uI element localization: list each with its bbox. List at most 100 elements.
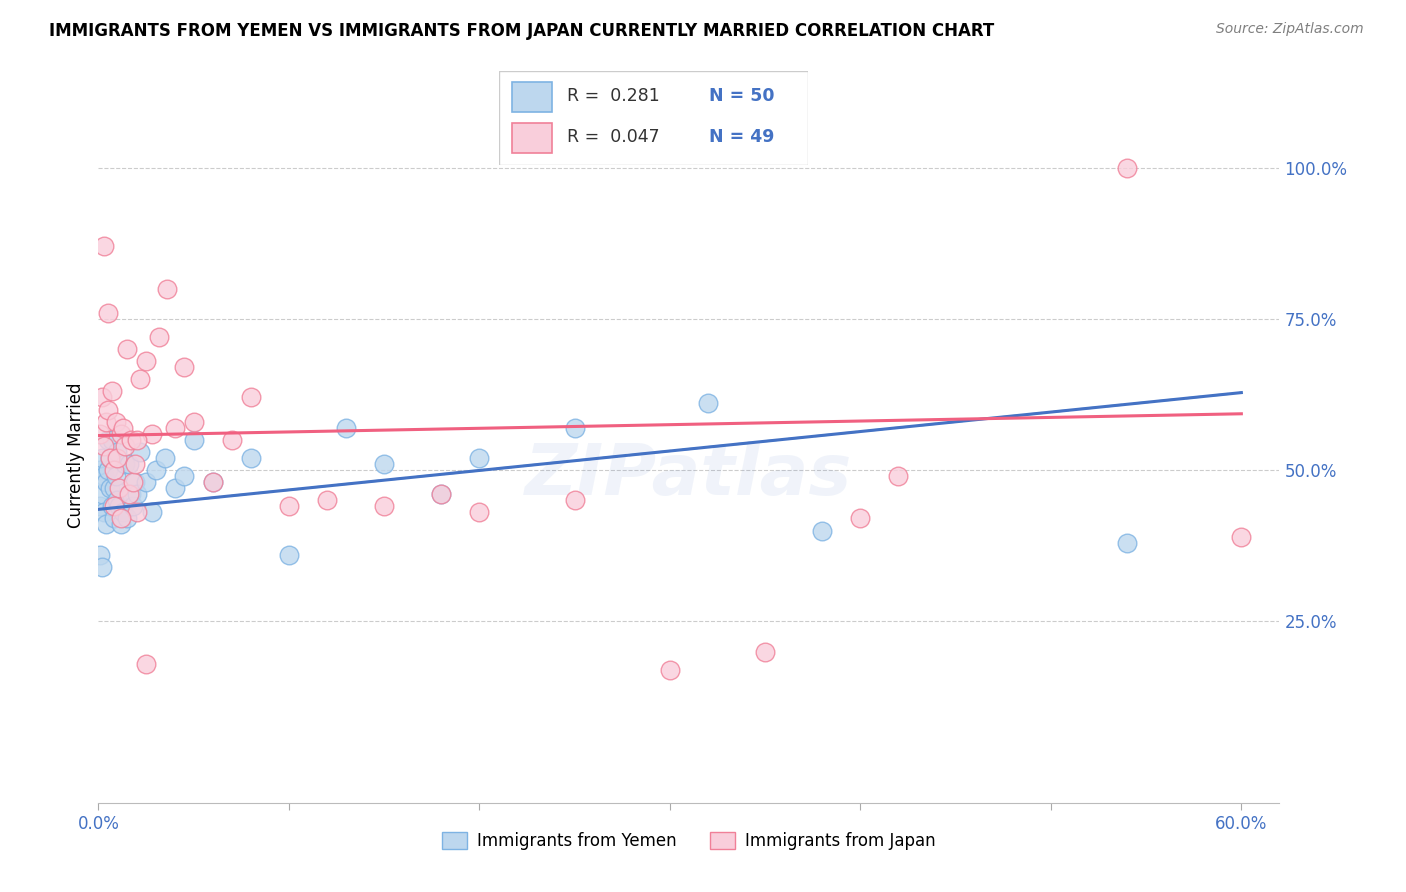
Point: [163, 420, 186, 434]
Point: [121, 475, 143, 490]
Point: [103, 481, 125, 495]
Point: [201, 475, 224, 490]
Point: [849, 511, 872, 525]
Point: [94, 475, 117, 490]
Point: [108, 481, 131, 495]
Point: [1116, 535, 1139, 549]
Point: [148, 330, 170, 344]
Point: [277, 548, 299, 562]
Text: N = 49: N = 49: [710, 128, 775, 146]
Point: [373, 457, 395, 471]
Point: [125, 433, 148, 447]
Point: [100, 384, 122, 399]
Point: [468, 450, 491, 465]
Point: [114, 439, 136, 453]
Legend: Immigrants from Yemen, Immigrants from Japan: Immigrants from Yemen, Immigrants from J…: [436, 826, 942, 857]
Point: [107, 450, 129, 465]
Point: [100, 433, 122, 447]
Point: [107, 493, 129, 508]
Point: [103, 500, 125, 514]
Point: [124, 475, 146, 490]
Text: IMMIGRANTS FROM YEMEN VS IMMIGRANTS FROM JAPAN CURRENTLY MARRIED CORRELATION CHA: IMMIGRANTS FROM YEMEN VS IMMIGRANTS FROM…: [49, 22, 994, 40]
Point: [887, 469, 910, 483]
Point: [89, 548, 111, 562]
Text: R =  0.281: R = 0.281: [567, 87, 659, 104]
Point: [112, 505, 135, 519]
Point: [97, 306, 120, 320]
Point: [430, 487, 453, 501]
Point: [754, 644, 776, 658]
Point: [201, 475, 224, 490]
Point: [129, 372, 152, 386]
Point: [97, 433, 120, 447]
Point: [1116, 161, 1139, 175]
Point: [112, 420, 135, 434]
Point: [125, 505, 148, 519]
Point: [135, 354, 157, 368]
Point: [135, 475, 157, 490]
Point: [373, 500, 395, 514]
Point: [121, 500, 143, 514]
Point: [118, 487, 141, 501]
Point: [91, 450, 114, 465]
Y-axis label: Currently Married: Currently Married: [66, 382, 84, 528]
Point: [98, 450, 121, 465]
Point: [89, 500, 111, 514]
Point: [239, 450, 262, 465]
Point: [97, 402, 120, 417]
FancyBboxPatch shape: [512, 123, 551, 153]
Text: ZIPatlas: ZIPatlas: [526, 442, 852, 510]
Point: [163, 481, 186, 495]
Point: [93, 439, 115, 453]
Point: [98, 481, 121, 495]
Point: [108, 500, 131, 514]
Point: [89, 426, 111, 441]
Point: [100, 500, 122, 514]
Point: [120, 487, 142, 501]
Point: [114, 457, 136, 471]
Point: [124, 457, 146, 471]
Point: [153, 450, 176, 465]
Point: [173, 360, 195, 375]
Point: [697, 396, 720, 410]
Point: [103, 511, 125, 525]
Point: [104, 415, 127, 429]
Point: [110, 426, 132, 441]
Point: [564, 420, 586, 434]
FancyBboxPatch shape: [512, 82, 551, 112]
Point: [1230, 530, 1253, 544]
Point: [110, 517, 132, 532]
Point: [156, 281, 179, 295]
Point: [110, 511, 132, 525]
Point: [564, 493, 586, 508]
Point: [125, 487, 148, 501]
Point: [115, 342, 138, 356]
Point: [91, 487, 114, 501]
Text: R =  0.047: R = 0.047: [567, 128, 659, 146]
Point: [120, 433, 142, 447]
Point: [103, 463, 125, 477]
Point: [107, 445, 129, 459]
Point: [141, 505, 163, 519]
Point: [239, 391, 262, 405]
Point: [135, 657, 157, 671]
Point: [94, 415, 117, 429]
Point: [93, 505, 115, 519]
Point: [145, 463, 167, 477]
Point: [91, 559, 114, 574]
Point: [277, 500, 299, 514]
FancyBboxPatch shape: [499, 71, 808, 165]
Point: [658, 663, 681, 677]
Point: [335, 420, 357, 434]
Point: [93, 469, 115, 483]
Point: [118, 457, 141, 471]
Point: [173, 469, 195, 483]
Point: [93, 239, 115, 253]
Text: N = 50: N = 50: [710, 87, 775, 104]
Point: [141, 426, 163, 441]
Point: [183, 433, 205, 447]
Point: [98, 450, 121, 465]
Point: [221, 433, 243, 447]
Point: [430, 487, 453, 501]
Point: [129, 445, 152, 459]
